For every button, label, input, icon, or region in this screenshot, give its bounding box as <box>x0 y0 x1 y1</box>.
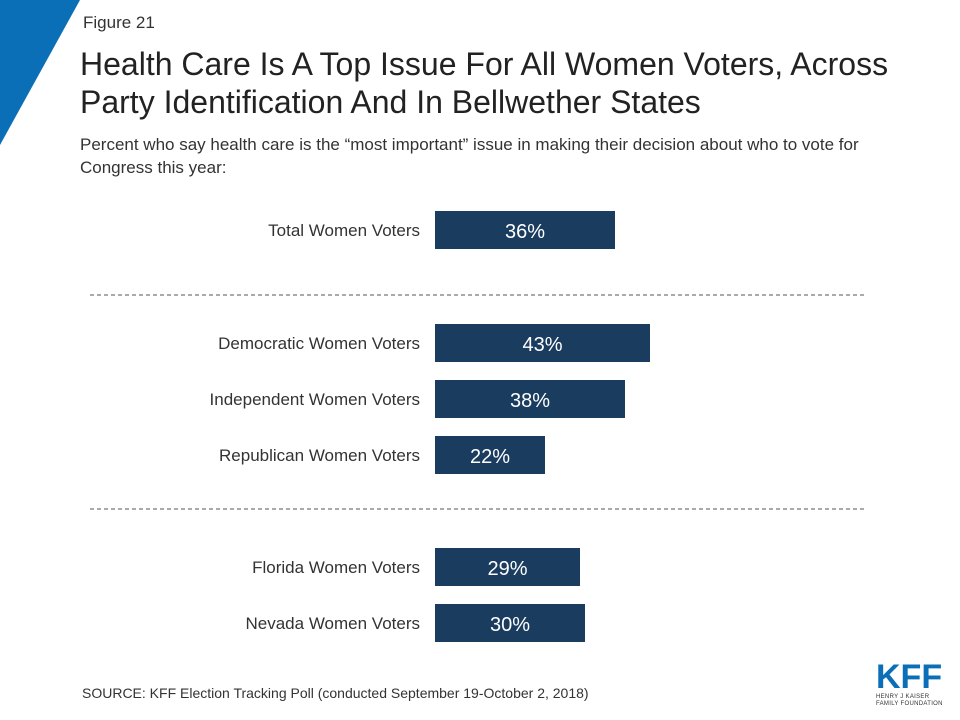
corner-accent-shape <box>0 0 80 145</box>
bar <box>435 604 585 642</box>
bar <box>435 380 625 418</box>
bar <box>435 436 545 474</box>
logo-wordmark: KFF <box>876 658 943 696</box>
kff-logo: KFF HENRY J KAISER FAMILY FOUNDATION <box>876 660 943 708</box>
bar-value-label: 29% <box>487 558 527 580</box>
category-label: Florida Women Voters <box>252 558 420 577</box>
category-label: Total Women Voters <box>268 221 420 240</box>
category-label: Democratic Women Voters <box>218 334 420 353</box>
source-note: SOURCE: KFF Election Tracking Poll (cond… <box>82 685 589 701</box>
logo-line-2: FAMILY FOUNDATION <box>876 701 943 707</box>
bar-value-label: 22% <box>470 446 510 468</box>
chart-title: Health Care Is A Top Issue For All Women… <box>80 46 889 120</box>
category-label: Independent Women Voters <box>210 390 420 409</box>
bar-value-label: 36% <box>505 221 545 243</box>
chart-subtitle: Percent who say health care is the “most… <box>80 135 859 177</box>
bar-value-label: 38% <box>510 390 550 412</box>
bar-value-label: 43% <box>522 334 562 356</box>
category-label: Republican Women Voters <box>219 446 420 465</box>
logo-line-1: HENRY J KAISER <box>876 694 930 700</box>
bar <box>435 211 615 249</box>
bar-value-label: 30% <box>490 614 530 636</box>
bar <box>435 324 650 362</box>
category-label: Nevada Women Voters <box>246 614 421 633</box>
bar <box>435 548 580 586</box>
figure-label: Figure 21 <box>83 13 155 32</box>
